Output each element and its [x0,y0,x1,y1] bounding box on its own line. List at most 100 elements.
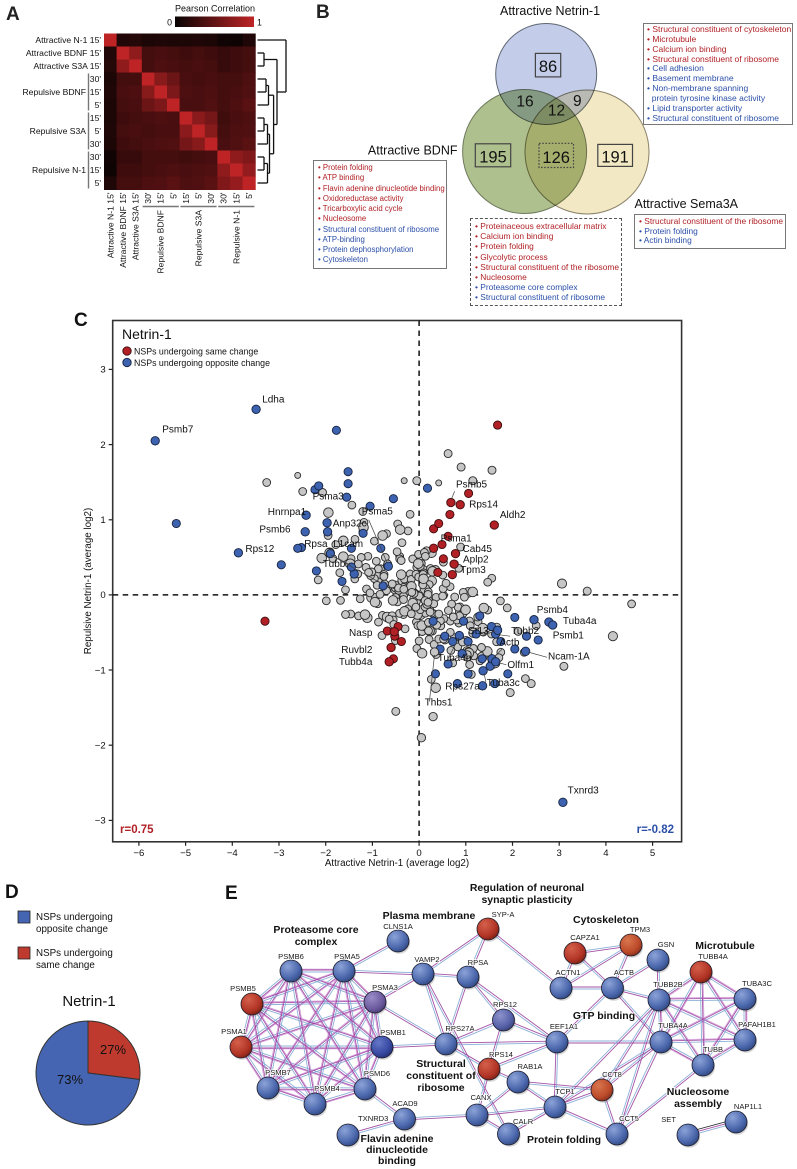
svg-text:NSPs undergoing: NSPs undergoing [36,912,113,923]
svg-text:Psma3: Psma3 [313,492,345,503]
svg-text:−5: −5 [180,848,191,859]
svg-text:TUBB2B: TUBB2B [653,980,683,989]
svg-text:16: 16 [516,94,533,111]
svg-text:Ldha: Ldha [262,395,285,406]
svg-text:GSN: GSN [658,940,674,949]
svg-text:Cab45: Cab45 [463,544,493,555]
svg-text:PSMB7: PSMB7 [265,1068,291,1077]
svg-text:TUBB4A: TUBB4A [698,952,728,961]
svg-text:−2: −2 [320,848,331,859]
svg-text:Netrin-1: Netrin-1 [62,993,115,1010]
svg-text:Proteasome core: Proteasome core [273,924,358,936]
svg-text:Txnrd3: Txnrd3 [568,785,600,796]
svg-text:−3: −3 [95,816,106,827]
svg-text:0: 0 [100,590,105,601]
svg-text:RAB1A: RAB1A [518,1062,544,1071]
svg-text:15': 15' [231,192,241,204]
svg-text:PSMB5: PSMB5 [230,984,256,993]
svg-text:NAP1L1: NAP1L1 [734,1102,762,1111]
svg-text:Aldh2: Aldh2 [500,510,526,521]
svg-text:0: 0 [167,18,172,28]
svg-text:TXNRD3: TXNRD3 [358,1114,388,1123]
svg-text:Repulsive BDNF: Repulsive BDNF [156,210,166,274]
svg-text:synaptic plasticity: synaptic plasticity [481,894,572,906]
svg-text:86: 86 [539,58,557,76]
svg-text:Olfm1: Olfm1 [507,660,534,671]
svg-text:126: 126 [542,149,570,167]
svg-text:5': 5' [95,178,102,188]
svg-text:Nucleosome: Nucleosome [667,1086,730,1098]
svg-text:D: D [5,882,19,903]
svg-text:St13: St13 [468,626,489,637]
svg-text:Ruvbl2: Ruvbl2 [341,645,373,656]
svg-text:TUBA4A: TUBA4A [658,1021,688,1030]
svg-text:SYP-A: SYP-A [492,910,516,919]
svg-text:30': 30' [90,139,102,149]
svg-text:NSPs undergoing opposite chang: NSPs undergoing opposite change [134,358,270,368]
svg-text:5': 5' [194,192,204,199]
svg-text:Rpsa_L1cam: Rpsa_L1cam [304,539,363,550]
svg-text:30': 30' [143,192,153,204]
svg-text:Regulation of neuronal: Regulation of neuronal [470,882,584,894]
svg-text:Repulsive S3A: Repulsive S3A [30,126,87,136]
svg-text:Ncam-1A: Ncam-1A [548,652,590,663]
svg-text:Structural: Structural [416,1058,466,1070]
svg-text:opposite change: opposite change [36,924,108,935]
svg-text:Attractive Sema3A: Attractive Sema3A [634,197,738,211]
svg-text:5': 5' [168,192,178,199]
svg-text:Attractive Netrin-1: Attractive Netrin-1 [500,4,600,18]
svg-text:30': 30' [206,192,216,204]
svg-text:Nasp: Nasp [349,628,373,639]
svg-text:195: 195 [479,149,507,167]
svg-text:Anp32c: Anp32c [333,519,367,530]
svg-text:Attractive S3A 15': Attractive S3A 15' [33,61,101,71]
svg-text:Tubb4a: Tubb4a [339,657,373,668]
svg-text:r=-0.82: r=-0.82 [637,824,674,836]
svg-text:ACTN1: ACTN1 [556,968,581,977]
svg-text:C: C [74,310,88,331]
svg-text:Attractive BDNF 15': Attractive BDNF 15' [26,48,102,58]
svg-text:1: 1 [463,848,468,859]
svg-text:CCT5: CCT5 [619,1114,639,1123]
svg-text:Tpm3: Tpm3 [460,565,486,576]
svg-text:15': 15' [156,192,166,204]
svg-text:5': 5' [244,192,254,199]
svg-text:Netrin-1: Netrin-1 [122,326,172,342]
svg-text:−3: −3 [274,848,285,859]
svg-text:binding: binding [378,1155,416,1167]
svg-text:27%: 27% [100,1042,126,1057]
svg-text:−4: −4 [227,848,239,859]
svg-text:0: 0 [416,848,421,859]
svg-text:CANX: CANX [470,1093,491,1102]
svg-text:constituent of: constituent of [406,1070,476,1082]
svg-text:15': 15' [90,165,102,175]
svg-text:PSMB4: PSMB4 [314,1084,340,1093]
svg-text:assembly: assembly [674,1098,722,1110]
svg-text:RPS12: RPS12 [493,1000,517,1009]
svg-text:Tuba3c: Tuba3c [487,678,520,689]
svg-text:VAMP2: VAMP2 [414,955,439,964]
svg-text:Repulsive BDNF: Repulsive BDNF [22,87,86,97]
svg-text:CLNS1A: CLNS1A [383,922,413,931]
svg-text:Psmb7: Psmb7 [162,425,194,436]
svg-text:1: 1 [100,515,105,526]
svg-text:SET: SET [661,1115,676,1124]
svg-text:Rps14: Rps14 [469,500,498,511]
svg-text:Tuba4b: Tuba4b [438,653,472,664]
svg-text:2: 2 [100,440,105,451]
svg-text:12: 12 [548,103,565,120]
svg-text:Attractive N-1 15': Attractive N-1 15' [105,192,115,258]
svg-text:5': 5' [95,100,102,110]
svg-text:PSMA5: PSMA5 [334,952,360,961]
svg-text:5': 5' [95,126,102,136]
svg-text:−2: −2 [95,741,106,752]
svg-text:EEF1A1: EEF1A1 [550,1022,578,1031]
svg-text:15': 15' [181,192,191,204]
svg-text:Repulsive S3A: Repulsive S3A [194,210,204,267]
svg-text:NSPs undergoing same change: NSPs undergoing same change [134,347,258,357]
svg-text:PSMA1: PSMA1 [221,1027,247,1036]
svg-text:Flavin adenine: Flavin adenine [361,1133,434,1145]
svg-text:Thbs1: Thbs1 [425,697,453,708]
svg-text:3: 3 [557,848,562,859]
svg-text:Tuba4a: Tuba4a [563,616,597,627]
